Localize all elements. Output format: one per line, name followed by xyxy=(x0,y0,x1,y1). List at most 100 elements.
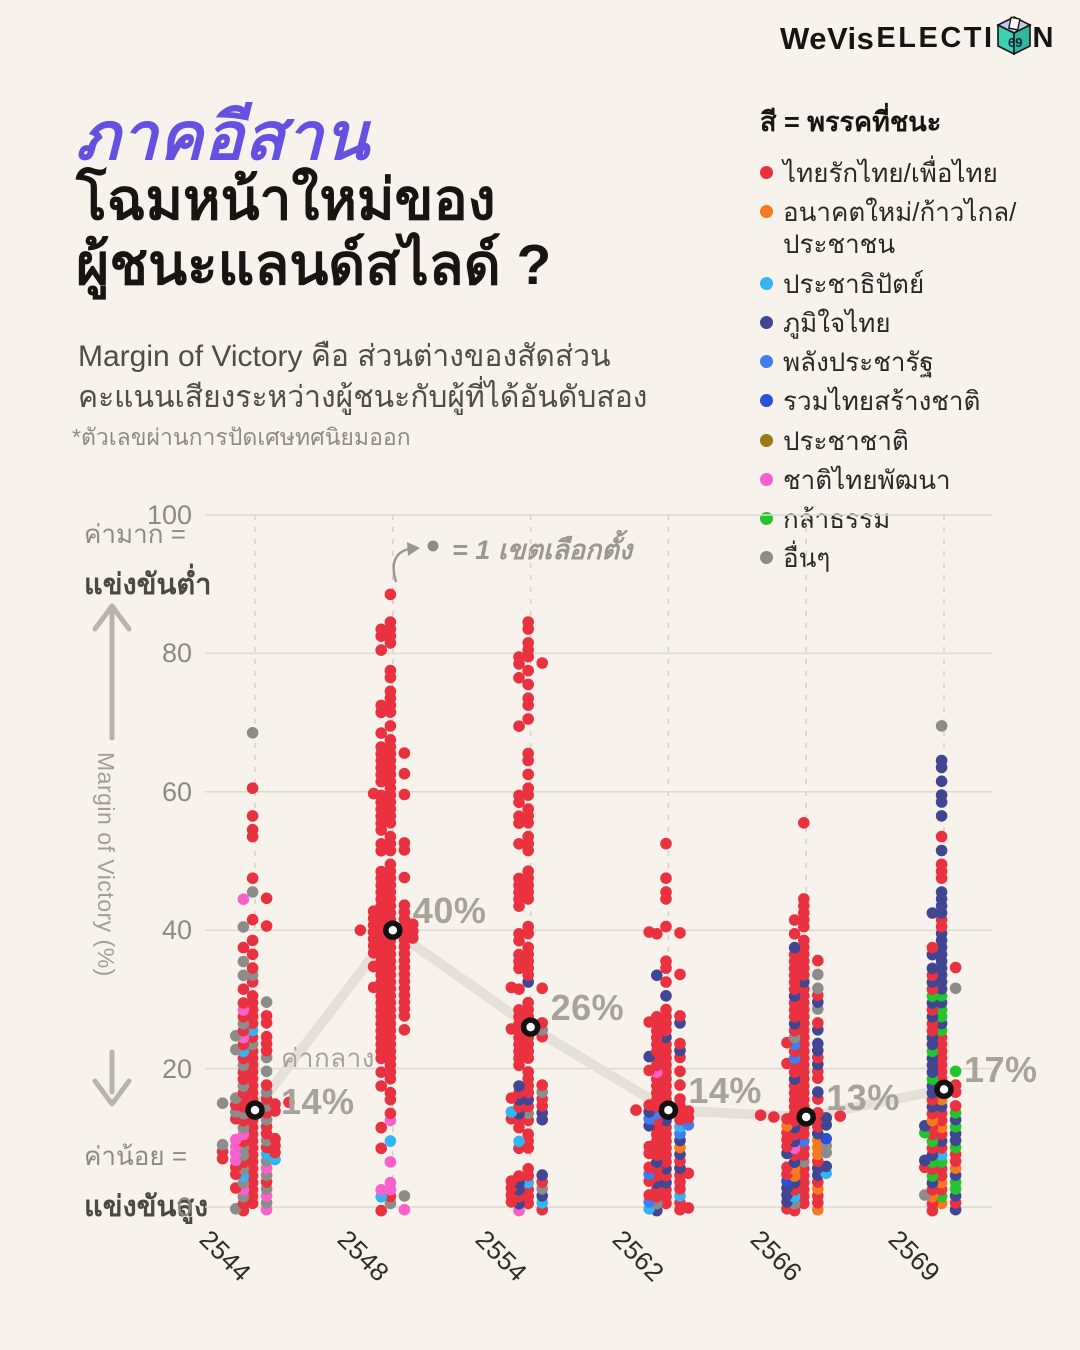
legend-color-dot xyxy=(760,433,773,447)
district-dot xyxy=(935,844,948,857)
district-dot xyxy=(660,955,672,967)
district-dot xyxy=(375,1080,388,1092)
district-dot xyxy=(260,1079,273,1091)
median-marker xyxy=(796,1107,816,1127)
district-dot xyxy=(269,1132,281,1145)
district-dot xyxy=(522,920,534,933)
district-dot xyxy=(384,1135,397,1147)
axis-note-high-label: แข่งขันต่ำ xyxy=(84,569,212,601)
legend-item-label: อนาคตใหม่/ก้าวไกล/ ประชาชน xyxy=(783,197,1017,260)
district-dot xyxy=(768,1111,780,1123)
legend-color-dot xyxy=(760,166,773,179)
district-dot xyxy=(660,976,672,988)
legend-color-dot xyxy=(760,355,773,369)
district-dot xyxy=(660,1003,672,1016)
district-dot xyxy=(513,1080,525,1092)
district-dot xyxy=(246,872,259,884)
legend-item: กล้าธรรม xyxy=(760,503,1070,535)
district-dot xyxy=(384,1156,397,1168)
page-subtitle: โฉมหน้าใหม่ของ ผู้ชนะแลนด์สไลด์ ? xyxy=(76,168,551,298)
wevis-election-logo: WeVis ELECTI 69 N xyxy=(780,16,1056,61)
district-dot xyxy=(630,1104,642,1116)
district-dot xyxy=(660,990,672,1002)
legend-item-label: พลังประชารัฐ xyxy=(783,347,934,378)
district-dot xyxy=(246,810,259,822)
median-marker xyxy=(520,1017,541,1037)
district-dot xyxy=(398,1190,411,1202)
district-dot xyxy=(260,1010,273,1022)
district-dot xyxy=(398,837,411,849)
district-dot xyxy=(398,767,411,780)
page-subtitle-line1: โฉมหน้าใหม่ของ xyxy=(76,168,496,232)
annotation-arrowhead xyxy=(407,542,420,556)
district-dot xyxy=(375,1184,388,1196)
district-dot xyxy=(513,948,525,961)
district-dot xyxy=(820,1160,832,1173)
y-tick-label: 60 xyxy=(161,776,192,807)
legend-item-label: อื่นๆ xyxy=(783,543,831,574)
district-dot xyxy=(513,789,525,802)
district-dot xyxy=(798,934,810,947)
y-tick-label: 20 xyxy=(161,1053,192,1084)
annotation-arrow xyxy=(392,547,410,583)
legend-color-dot xyxy=(760,276,773,290)
district-dot xyxy=(651,1011,663,1023)
dot-unit-annotation: = 1 เขตเลือกตั้ง xyxy=(452,535,633,565)
party-color-legend: สี = พรรคที่ชนะ ไทยรักไทย/เพื่อไทย อนาคตใ… xyxy=(760,100,1070,582)
ballot-box-icon: 69 xyxy=(995,16,1032,61)
district-dot xyxy=(643,926,655,938)
median-marker xyxy=(245,1100,265,1120)
district-dot xyxy=(407,918,419,930)
district-dot xyxy=(682,1202,695,1214)
district-dot xyxy=(513,1135,525,1148)
district-dot xyxy=(375,1121,388,1134)
median-trend-line xyxy=(250,925,949,1123)
median-marker xyxy=(658,1100,679,1120)
district-dot xyxy=(216,1097,229,1109)
district-dot xyxy=(812,1017,824,1029)
district-dot xyxy=(513,720,525,732)
district-dot xyxy=(935,775,948,788)
district-dot xyxy=(674,1065,686,1078)
district-dot xyxy=(522,996,534,1009)
axis-arrow-up xyxy=(92,603,132,741)
axis-arrow-down xyxy=(92,1049,132,1107)
legend-item: ไทยรักไทย/เพื่อไทย xyxy=(760,157,1070,189)
district-dot xyxy=(384,858,397,871)
district-dot xyxy=(216,1138,229,1151)
chart-description: Margin of Victory คือ ส่วนต่างของสัดส่วน… xyxy=(78,336,647,419)
district-dot xyxy=(935,886,948,898)
district-dot xyxy=(246,962,259,974)
district-dot xyxy=(522,782,534,794)
district-dot xyxy=(513,928,525,940)
district-dot xyxy=(660,920,672,933)
district-dot xyxy=(398,899,411,911)
district-dot xyxy=(522,713,534,725)
chart-description-line1: Margin of Victory คือ ส่วนต่างของสัดส่วน xyxy=(78,340,611,373)
district-dot xyxy=(398,871,411,884)
district-dot xyxy=(375,865,388,878)
footnote: *ตัวเลขผ่านการปัดเศษทศนิยมออก xyxy=(72,424,411,450)
district-dot xyxy=(522,803,534,815)
district-dot xyxy=(260,892,273,905)
district-dot xyxy=(375,727,388,739)
median-markers xyxy=(245,920,954,1127)
district-dot xyxy=(798,893,810,905)
district-dot xyxy=(246,727,259,739)
district-dot xyxy=(682,1105,695,1117)
district-dot xyxy=(283,1096,295,1109)
median-value-label: 40% xyxy=(412,890,487,932)
district-dot xyxy=(935,754,948,767)
median-marker xyxy=(934,1079,954,1100)
district-dot xyxy=(536,1169,548,1181)
district-dot xyxy=(513,672,525,684)
legend-item: ประชาชาติ xyxy=(760,425,1070,457)
legend-item: ชาติไทยพัฒนา xyxy=(760,464,1070,496)
district-dot xyxy=(367,787,380,800)
district-dot xyxy=(384,664,397,677)
district-dot xyxy=(513,838,525,850)
district-dot xyxy=(522,664,534,677)
district-dot xyxy=(820,1112,832,1124)
district-dot xyxy=(834,1110,846,1122)
